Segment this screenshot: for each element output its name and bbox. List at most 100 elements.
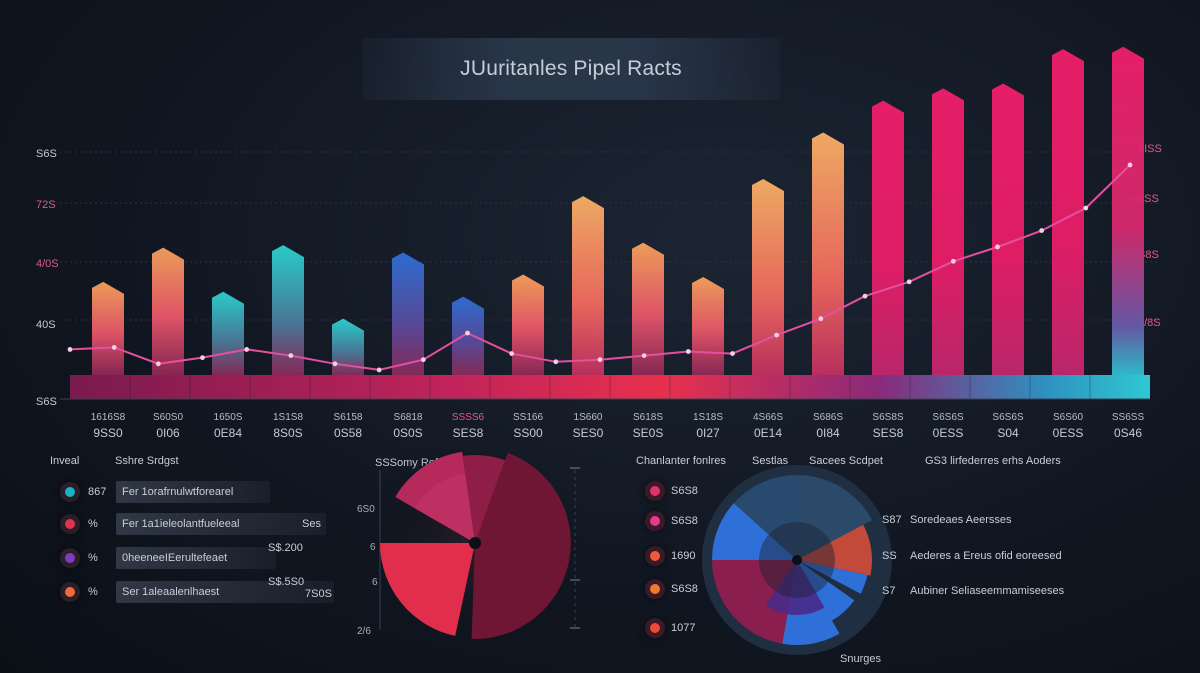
x-tick-bottom: 0ESS bbox=[1053, 426, 1084, 440]
x-tick-top: 1650S bbox=[214, 412, 243, 423]
line-point bbox=[509, 351, 515, 356]
x-tick-bottom: 0E84 bbox=[214, 426, 242, 440]
legend-right-dot bbox=[645, 579, 665, 599]
legend-right-dot bbox=[645, 618, 665, 638]
legend-left-label: 0heeneeIEerultefeaet bbox=[122, 552, 228, 564]
legend-right-header-3: Sacees Scdpet bbox=[809, 455, 883, 467]
pie1-y-tick: 2/6 bbox=[357, 626, 371, 637]
line-point bbox=[67, 347, 73, 352]
line-point bbox=[1039, 228, 1045, 233]
legend-left-value: % bbox=[88, 552, 98, 564]
legend-right-value: 1690 bbox=[671, 550, 696, 562]
legend-right-value: S6S8 bbox=[671, 485, 698, 497]
bar bbox=[92, 281, 124, 375]
line-point bbox=[1127, 162, 1133, 168]
legend-right-annotation-value: S7 bbox=[882, 585, 896, 597]
legend-right-value: 1077 bbox=[671, 622, 696, 634]
legend-left-dot bbox=[60, 514, 80, 534]
legend-left-extra: Ses bbox=[302, 518, 321, 530]
line-point bbox=[862, 293, 868, 299]
x-tick-bottom: S04 bbox=[997, 426, 1019, 440]
donut-slice bbox=[797, 524, 873, 576]
x-tick-top: 1S660 bbox=[574, 412, 603, 423]
donut-slice bbox=[797, 474, 873, 560]
chart-title: JUuritanles Pipel Racts bbox=[460, 57, 682, 80]
bar bbox=[872, 100, 904, 375]
bar bbox=[1112, 46, 1144, 375]
bar bbox=[632, 242, 664, 375]
donut-slice bbox=[712, 560, 797, 644]
x-tick-top: S60S0 bbox=[153, 412, 183, 423]
line-point bbox=[553, 359, 559, 365]
legend-left-label: Fer 1orafrnulwtforearel bbox=[122, 486, 234, 498]
y-left-tick: 72S bbox=[36, 199, 56, 211]
x-tick-bottom: 0S0S bbox=[393, 426, 422, 440]
legend-right-dot bbox=[645, 511, 665, 531]
x-tick-top: S6158 bbox=[334, 412, 363, 423]
legend-right-annotation-label: Soredeaes Aeersses bbox=[910, 514, 1012, 526]
legend-right-annotation-value: S87 bbox=[882, 514, 902, 526]
x-tick-bottom: 8S0S bbox=[273, 426, 302, 440]
bar bbox=[392, 252, 424, 375]
x-tick-top: SSSS6 bbox=[452, 412, 485, 423]
pie1-y-tick: 6S0 bbox=[357, 504, 375, 515]
legend-right-annotation-value: SS bbox=[882, 550, 897, 562]
bar bbox=[752, 179, 784, 375]
x-tick-bottom: SE0S bbox=[633, 426, 664, 440]
legend-left-row-bar bbox=[116, 481, 270, 503]
legend-left-row-bar bbox=[116, 581, 334, 603]
pie1-center bbox=[469, 537, 481, 549]
bar bbox=[932, 88, 964, 375]
legend-right-value: S6S8 bbox=[671, 515, 698, 527]
donut-slice bbox=[797, 560, 855, 621]
legend-right-dot bbox=[645, 481, 665, 501]
x-tick-bottom: 0E14 bbox=[754, 426, 782, 440]
line-point bbox=[1083, 205, 1089, 211]
legend-right-dot bbox=[645, 546, 665, 566]
y-left-tick: 4/0S bbox=[36, 258, 59, 270]
donut-slice bbox=[797, 560, 868, 594]
x-tick-top: S6S6S bbox=[932, 412, 963, 423]
line-point bbox=[288, 353, 294, 358]
line-point bbox=[995, 244, 1000, 250]
x-tick-top: 1S1S8 bbox=[273, 412, 303, 423]
line-point bbox=[774, 332, 780, 338]
line-point bbox=[465, 330, 470, 336]
donut-slice bbox=[711, 503, 797, 560]
x-tick-bottom: 0S46 bbox=[1114, 426, 1142, 440]
baseline-band bbox=[70, 375, 1150, 399]
legend-right-annotation-label: Aederes a Ereus ofid eoreesed bbox=[910, 550, 1062, 562]
legend-left-dot bbox=[60, 548, 80, 568]
line-point bbox=[111, 345, 117, 350]
bar bbox=[992, 83, 1024, 375]
legend-right-header-2: Sestlas bbox=[752, 455, 789, 467]
donut-slice bbox=[733, 474, 797, 560]
donut-title: Snurges bbox=[840, 653, 881, 665]
x-tick-bottom: SS00 bbox=[513, 426, 543, 440]
chart-title-panel: JUuritanles Pipel Racts bbox=[362, 38, 780, 100]
legend-left-label: Fer 1a1ieleolantfueleeal bbox=[122, 518, 240, 530]
bar bbox=[272, 245, 304, 375]
legend-left-value: % bbox=[88, 518, 98, 530]
legend-left-dot bbox=[60, 482, 80, 502]
legend-left-value: % bbox=[88, 586, 98, 598]
x-tick-bottom: SES0 bbox=[573, 426, 604, 440]
x-tick-bottom: 0I27 bbox=[696, 426, 720, 440]
x-tick-top: S6818 bbox=[394, 412, 423, 423]
bar bbox=[332, 318, 364, 375]
x-tick-top: 1S18S bbox=[693, 412, 723, 423]
line-point bbox=[155, 361, 161, 367]
legend-left-header-2: Sshre Srdgst bbox=[115, 455, 179, 467]
x-tick-top: SS6SS bbox=[1112, 412, 1145, 423]
x-tick-bottom: 0S58 bbox=[334, 426, 362, 440]
legend-left-label: Ser 1aleaalenlhaest bbox=[122, 586, 220, 598]
pie1-slice bbox=[380, 543, 475, 636]
line-point bbox=[685, 349, 691, 354]
legend-left-extra: S$.5S0 bbox=[268, 576, 305, 588]
line-point bbox=[906, 279, 912, 285]
legend-right-value: S6S8 bbox=[671, 583, 698, 595]
line-point bbox=[950, 258, 956, 264]
legend-right-header-1: Chanlanter fonlres bbox=[636, 455, 726, 467]
x-tick-top: S618S bbox=[633, 412, 663, 423]
